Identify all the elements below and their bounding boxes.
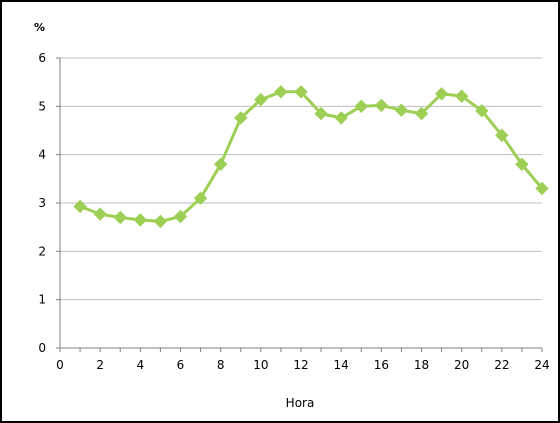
series-line (78, 90, 544, 223)
data-point-marker (73, 199, 87, 214)
x-tick-label: 8 (217, 358, 225, 372)
data-point-marker (374, 98, 389, 113)
y-tick-label: 4 (38, 148, 46, 162)
data-point-marker (495, 128, 509, 143)
data-point-marker (354, 99, 369, 114)
data-point-marker (274, 85, 288, 99)
y-tick-label: 1 (38, 293, 46, 307)
y-tick-label: 5 (38, 99, 46, 113)
x-tick-label: 14 (334, 358, 349, 372)
data-point-marker (234, 111, 248, 125)
data-point-marker (515, 157, 529, 172)
data-point-marker (153, 214, 168, 229)
y-tick-label: 0 (38, 341, 46, 355)
data-point-marker (454, 89, 469, 103)
x-tick-label: 0 (56, 358, 64, 372)
data-point-marker (535, 181, 549, 196)
axes (56, 57, 543, 352)
x-axis-title: Hora (286, 396, 315, 410)
y-axis-title: % (34, 21, 45, 34)
gridlines (60, 57, 542, 301)
series-layer (73, 85, 549, 229)
y-tick-label: 3 (38, 196, 46, 210)
data-point-marker (394, 103, 409, 117)
data-point-marker (414, 106, 429, 121)
x-tick-label: 12 (293, 358, 308, 372)
x-tick-label: 10 (253, 358, 268, 372)
data-point-marker (294, 85, 308, 99)
x-tick-label: 18 (414, 358, 429, 372)
y-tick-label: 2 (38, 244, 46, 258)
data-point-marker (133, 213, 148, 227)
y-tick-label: 6 (38, 51, 46, 65)
x-tick-label: 16 (374, 358, 389, 372)
data-point-marker (314, 106, 328, 121)
data-point-marker (113, 210, 128, 225)
data-point-marker (93, 207, 107, 221)
data-point-marker (334, 111, 348, 125)
data-point-marker (475, 103, 489, 118)
data-point-marker (173, 209, 188, 224)
x-tick-label: 24 (534, 358, 549, 372)
x-tick-label: 22 (494, 358, 509, 372)
data-point-marker (213, 157, 228, 172)
x-tick-label: 6 (177, 358, 185, 372)
x-tick-label: 2 (96, 358, 104, 372)
data-point-marker (434, 87, 449, 101)
data-point-marker (193, 191, 208, 205)
data-point-marker (254, 92, 268, 107)
x-tick-label: 4 (137, 358, 145, 372)
x-tick-label: 20 (454, 358, 469, 372)
